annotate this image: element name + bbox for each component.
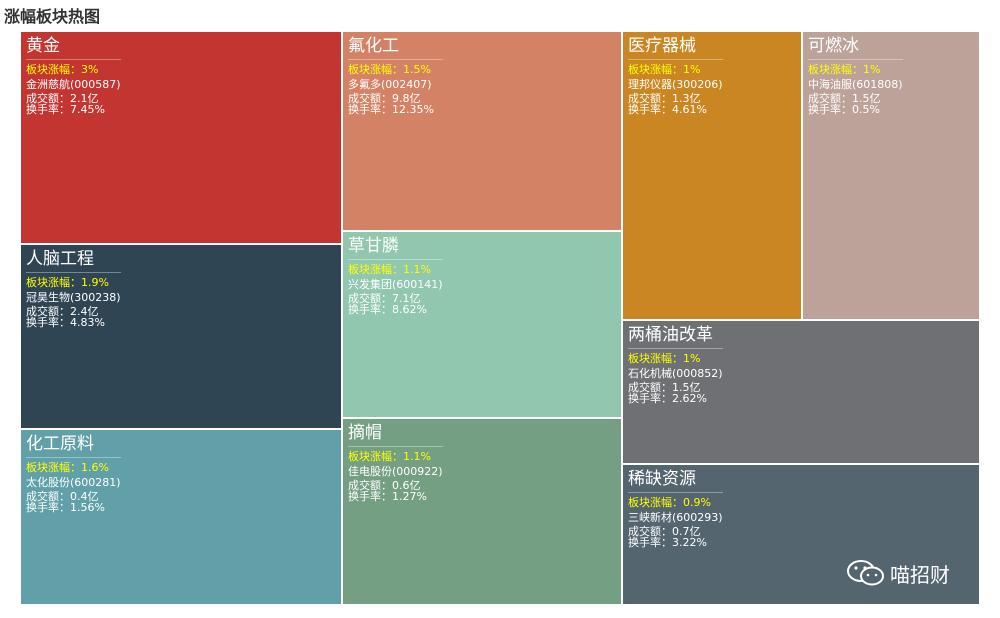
tile-amount: 成交额：1.5亿 <box>628 381 701 394</box>
treemap-tile[interactable]: 草甘膦板块涨幅：1.1% 兴发集团(600141) 成交额：7.1亿 换手率：8.62… <box>342 231 622 418</box>
tile-name: 人脑工程 <box>26 249 94 269</box>
tile-turnover: 换手率：4.83% <box>26 316 105 329</box>
tile-amount: 成交额：2.1亿 <box>26 92 99 105</box>
watermark-text: 喵招财 <box>890 562 950 587</box>
tile-change: 板块涨幅：1% <box>628 352 701 365</box>
tile-divider <box>348 446 443 447</box>
tile-stock: 中海油服(601808) <box>808 78 903 91</box>
tile-name: 化工原料 <box>26 434 94 454</box>
chart-title: 涨幅板块热图 <box>4 7 101 26</box>
tile-name: 医疗器械 <box>628 36 696 56</box>
tile-stock: 太化股份(600281) <box>26 476 121 489</box>
treemap-tile[interactable]: 稀缺资源板块涨幅：0.9% 三峡新材(600293) 成交额：0.7亿 换手率：3.2… <box>622 464 980 605</box>
tile-name: 摘帽 <box>348 423 382 443</box>
tile-turnover: 换手率：3.22% <box>628 536 707 549</box>
tile-stock: 金洲慈航(000587) <box>26 78 121 91</box>
tile-stock: 冠昊生物(300238) <box>26 291 121 304</box>
treemap-tile[interactable]: 医疗器械板块涨幅：1% 理邦仪器(300206) 成交额：1.3亿 换手率：4.61% <box>622 31 802 320</box>
tile-divider <box>348 259 443 260</box>
tile-amount: 成交额：0.7亿 <box>628 525 701 538</box>
tile-stock: 多氟多(002407) <box>348 78 432 91</box>
tile-name: 两桶油改革 <box>628 325 713 345</box>
treemap-tile[interactable]: 两桶油改革板块涨幅：1% 石化机械(000852) 成交额：1.5亿 换手率：2.62… <box>622 320 980 464</box>
tile-stock: 三峡新材(600293) <box>628 511 723 524</box>
watermark: 喵招财 <box>846 558 950 588</box>
treemap-tile[interactable]: 黄金板块涨幅：3% 金洲慈航(000587) 成交额：2.1亿 换手率：7.45% <box>20 31 342 244</box>
tile-stock: 理邦仪器(300206) <box>628 78 723 91</box>
tile-change: 板块涨幅：1.9% <box>26 276 109 289</box>
treemap-tile[interactable]: 氟化工板块涨幅：1.5% 多氟多(002407) 成交额：9.8亿 换手率：12.35… <box>342 31 622 231</box>
tile-divider <box>348 59 443 60</box>
wechat-icon <box>847 560 884 586</box>
tile-change: 板块涨幅：1.1% <box>348 450 431 463</box>
tile-turnover: 换手率：4.61% <box>628 103 707 116</box>
tile-divider <box>628 59 723 60</box>
tile-name: 草甘膦 <box>348 236 399 256</box>
treemap-tile[interactable]: 可燃冰板块涨幅：1% 中海油服(601808) 成交额：1.5亿 换手率：0.5% <box>802 31 980 320</box>
tile-change: 板块涨幅：1.6% <box>26 461 109 474</box>
tile-amount: 成交额：9.8亿 <box>348 92 421 105</box>
tile-stock: 兴发集团(600141) <box>348 278 443 291</box>
tile-divider <box>26 457 121 458</box>
tile-turnover: 换手率：7.45% <box>26 103 105 116</box>
tile-amount: 成交额：0.6亿 <box>348 479 421 492</box>
tile-turnover: 换手率：1.56% <box>26 501 105 514</box>
tile-change: 板块涨幅：3% <box>26 63 99 76</box>
tile-name: 氟化工 <box>348 36 399 56</box>
tile-turnover: 换手率：1.27% <box>348 490 427 503</box>
tile-divider <box>628 492 723 493</box>
tile-change: 板块涨幅：0.9% <box>628 496 711 509</box>
tile-change: 板块涨幅：1% <box>628 63 701 76</box>
tile-divider <box>26 272 121 273</box>
tile-turnover: 换手率：8.62% <box>348 303 427 316</box>
tile-stock: 佳电股份(000922) <box>348 465 443 478</box>
tile-amount: 成交额：1.5亿 <box>808 92 881 105</box>
tile-turnover: 换手率：0.5% <box>808 103 880 116</box>
tile-divider <box>808 59 903 60</box>
tile-turnover: 换手率：12.35% <box>348 103 434 116</box>
tile-amount: 成交额：1.3亿 <box>628 92 701 105</box>
tile-stock: 石化机械(000852) <box>628 367 723 380</box>
tile-name: 黄金 <box>26 36 60 56</box>
tile-change: 板块涨幅：1.5% <box>348 63 431 76</box>
treemap-tile[interactable]: 化工原料板块涨幅：1.6% 太化股份(600281) 成交额：0.4亿 换手率：1.5… <box>20 429 342 605</box>
tile-amount: 成交额：2.4亿 <box>26 305 99 318</box>
tile-change: 板块涨幅：1% <box>808 63 881 76</box>
tile-divider <box>26 59 121 60</box>
tile-amount: 成交额：7.1亿 <box>348 292 421 305</box>
tile-name: 可燃冰 <box>808 36 859 56</box>
treemap-tile[interactable]: 人脑工程板块涨幅：1.9% 冠昊生物(300238) 成交额：2.4亿 换手率：4.8… <box>20 244 342 429</box>
tile-name: 稀缺资源 <box>628 469 696 489</box>
tile-change: 板块涨幅：1.1% <box>348 263 431 276</box>
tile-turnover: 换手率：2.62% <box>628 392 707 405</box>
tile-divider <box>628 348 723 349</box>
treemap-tile[interactable]: 摘帽板块涨幅：1.1% 佳电股份(000922) 成交额：0.6亿 换手率：1.27% <box>342 418 622 605</box>
tile-amount: 成交额：0.4亿 <box>26 490 99 503</box>
